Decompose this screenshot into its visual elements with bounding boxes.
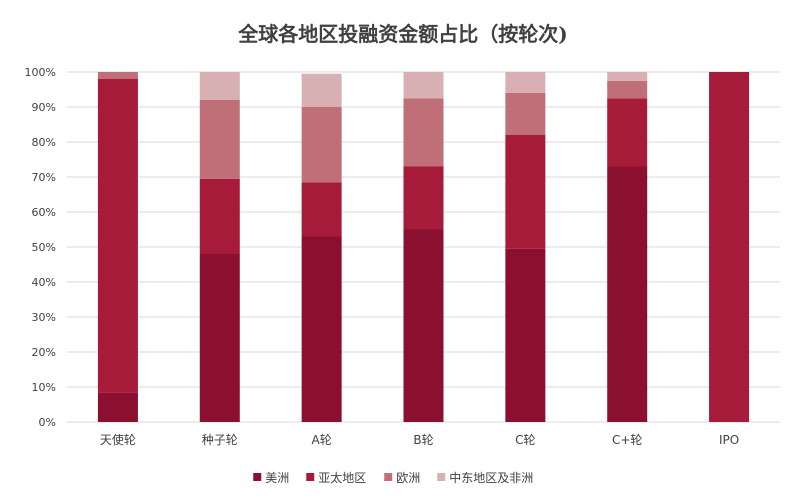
bar-segment — [403, 72, 444, 99]
y-tick-label: 80% — [32, 136, 56, 149]
bar-segment — [199, 100, 240, 179]
bar-segment — [505, 93, 546, 135]
bar-segment — [97, 392, 138, 422]
bar-segment — [403, 98, 444, 167]
bar-segment — [607, 166, 648, 422]
x-tick-label: 天使轮 — [100, 432, 136, 447]
y-tick-label: 10% — [32, 381, 56, 394]
x-tick-label: IPO — [719, 433, 739, 447]
bar-segment — [199, 254, 240, 422]
legend-swatch — [437, 473, 446, 481]
legend-swatch — [253, 473, 262, 481]
y-tick-label: 0% — [39, 416, 56, 429]
bar-segment — [301, 236, 342, 422]
x-tick-label: C轮 — [515, 433, 535, 447]
legend-swatch — [384, 473, 393, 481]
x-tick-label: A轮 — [312, 433, 332, 447]
legend-swatch — [306, 473, 315, 481]
y-tick-label: 50% — [32, 241, 56, 254]
legend-label: 亚太地区 — [318, 470, 366, 485]
bar-segment — [301, 182, 342, 237]
x-tick-label: C+轮 — [612, 433, 642, 447]
legend-label: 美洲 — [265, 471, 289, 485]
y-tick-label: 30% — [32, 311, 56, 324]
bar-segment — [505, 248, 546, 422]
bar-segment — [505, 72, 546, 93]
bar-segment — [301, 73, 342, 107]
bar-segment — [403, 166, 444, 230]
bar-segment — [97, 72, 138, 79]
y-tick-label: 60% — [32, 206, 56, 219]
bar-segment — [301, 107, 342, 183]
legend-label: 中东地区及非洲 — [449, 470, 533, 485]
bar-segment — [403, 229, 444, 422]
bar-segment — [505, 135, 546, 249]
bar-segment — [607, 98, 648, 167]
y-tick-label: 40% — [32, 276, 56, 289]
bar-segment — [709, 72, 750, 422]
legend-label: 欧洲 — [396, 471, 420, 485]
y-tick-label: 100% — [25, 66, 56, 79]
bar-segment — [607, 72, 648, 81]
chart-title: 全球各地区投融资金额占比（按轮次) — [238, 22, 568, 46]
y-tick-label: 20% — [32, 346, 56, 359]
bar-segment — [97, 79, 138, 393]
bar-segment — [199, 72, 240, 100]
bar-segment — [199, 178, 240, 254]
y-tick-label: 90% — [32, 101, 56, 114]
y-tick-label: 70% — [32, 171, 56, 184]
x-tick-label: 种子轮 — [202, 433, 238, 447]
bar-segment — [607, 80, 648, 99]
x-tick-label: B轮 — [413, 433, 433, 447]
